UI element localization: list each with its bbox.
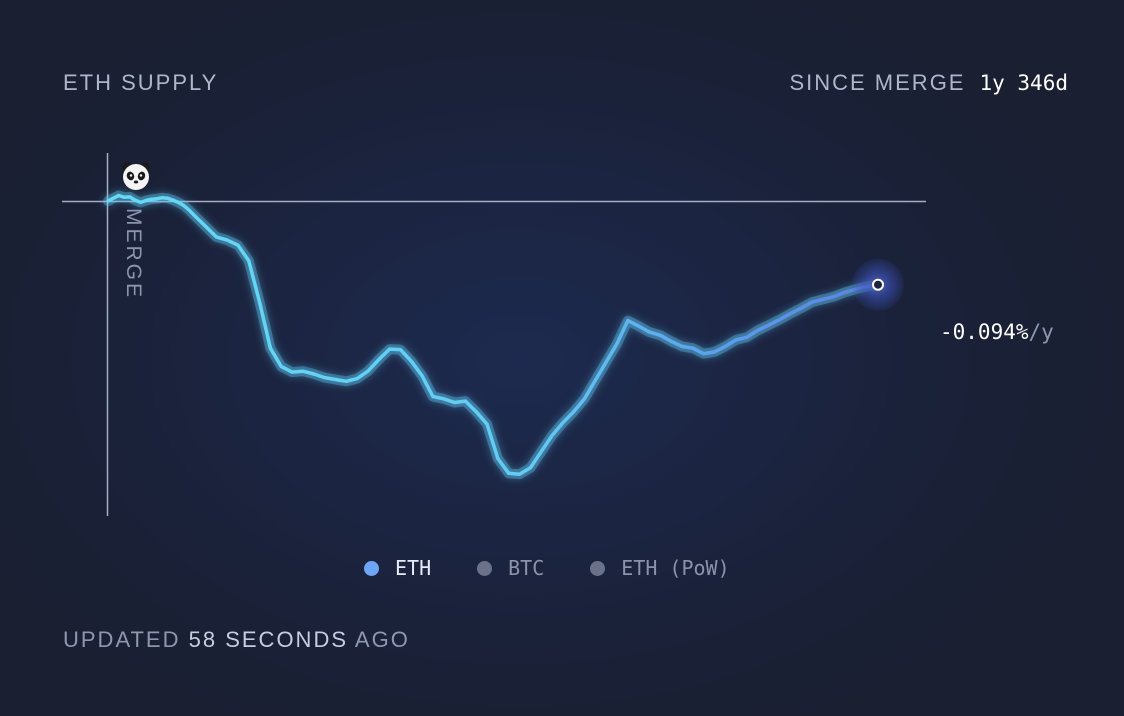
current-rate-unit: /y <box>1028 320 1054 344</box>
legend-label-eth: ETH <box>395 556 432 580</box>
current-point-marker[interactable] <box>872 278 884 291</box>
legend-label-btc: BTC <box>508 556 545 580</box>
updated-count: 58 SECONDS <box>188 627 349 652</box>
legend: ETH BTC ETH (PoW) <box>364 556 730 580</box>
updated-suffix: AGO <box>354 627 410 652</box>
current-rate-value: -0.094% <box>940 320 1029 344</box>
since-merge-label: SINCE MERGE <box>789 70 966 95</box>
updated-status: UPDATED 58 SECONDS AGO <box>63 627 410 653</box>
legend-dot-btc <box>477 560 493 576</box>
chart-title: ETH SUPPLY <box>63 70 219 95</box>
current-rate: -0.094%/y <box>940 320 1054 344</box>
legend-dot-eth-pow <box>590 560 606 576</box>
since-merge: SINCE MERGE 1y 346d <box>789 70 1068 96</box>
eth-series-line <box>106 193 880 476</box>
legend-item-eth-pow[interactable]: ETH (PoW) <box>590 556 730 580</box>
legend-item-btc[interactable]: BTC <box>477 556 544 580</box>
merge-label: MERGE <box>122 208 145 300</box>
updated-prefix: UPDATED <box>63 627 181 652</box>
legend-dot-eth <box>364 560 379 576</box>
panda-icon <box>122 162 150 190</box>
legend-item-eth[interactable]: ETH <box>364 556 431 580</box>
since-merge-value: 1y 346d <box>979 71 1068 95</box>
legend-label-eth-pow: ETH (PoW) <box>621 556 730 580</box>
